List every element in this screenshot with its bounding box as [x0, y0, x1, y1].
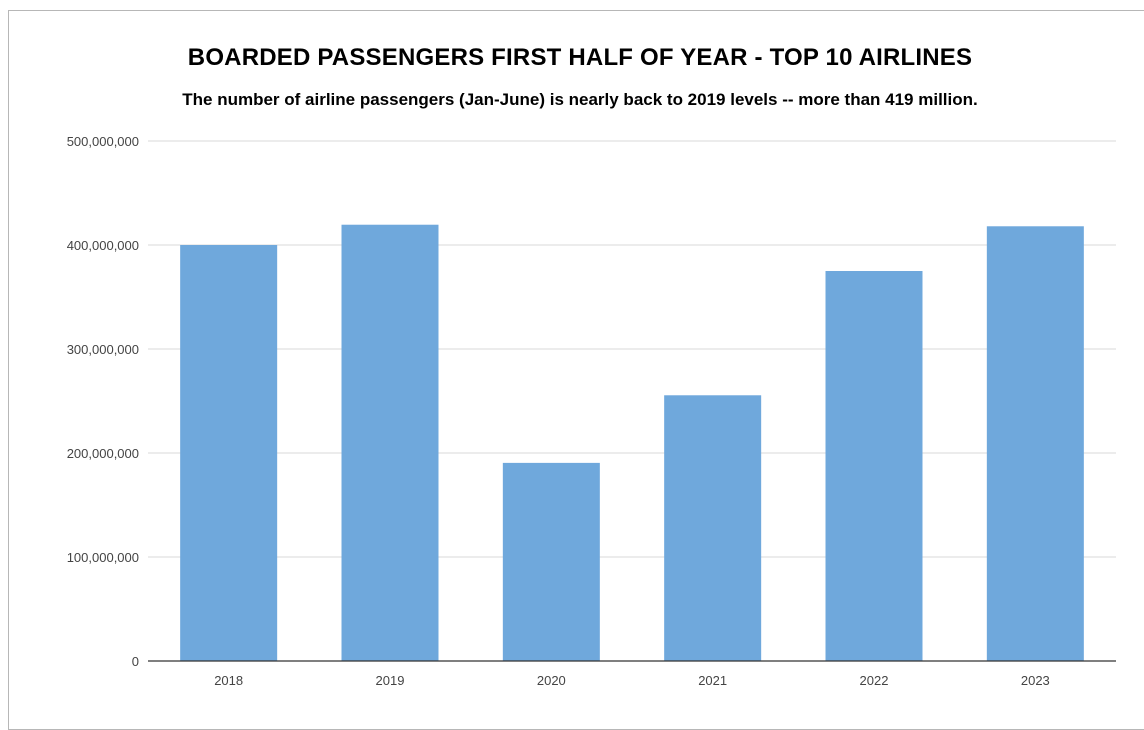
y-tick-label: 100,000,000 [67, 550, 139, 565]
x-tick-label: 2019 [376, 673, 405, 688]
y-tick-label: 200,000,000 [67, 446, 139, 461]
bar [341, 224, 439, 661]
bar [664, 395, 762, 661]
y-tick-label: 500,000,000 [67, 134, 139, 149]
x-tick-label: 2023 [1021, 673, 1050, 688]
bar [825, 271, 923, 661]
x-tick-label: 2021 [698, 673, 727, 688]
y-tick-label: 0 [132, 654, 139, 669]
chart-title: BOARDED PASSENGERS FIRST HALF OF YEAR - … [187, 44, 973, 71]
bar [180, 245, 278, 661]
x-tick-label: 2022 [860, 673, 889, 688]
x-tick-label: 2018 [214, 673, 243, 688]
bar [986, 226, 1084, 661]
bar-chart: 0 100,000,000 200,000,000 300,000,000 400,00… [67, 134, 1116, 688]
x-tick-label: 2020 [537, 673, 566, 688]
chart-subtitle: The number of airline passengers (Jan-Ju… [182, 90, 978, 109]
bar [502, 462, 600, 661]
y-tick-label: 400,000,000 [67, 238, 139, 253]
y-tick-label: 300,000,000 [67, 342, 139, 357]
